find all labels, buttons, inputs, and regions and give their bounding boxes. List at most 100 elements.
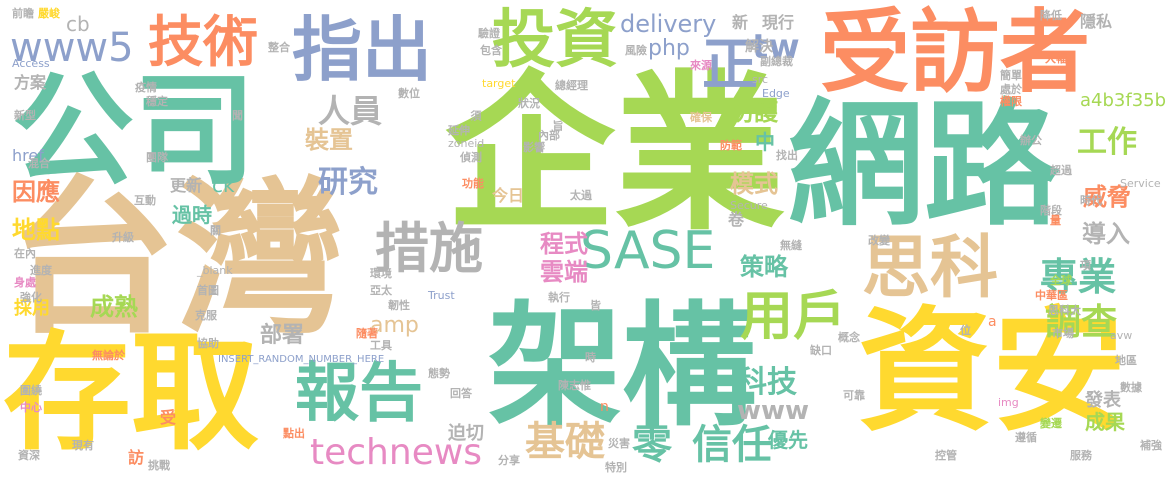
cloud-word: 方案 xyxy=(14,73,47,92)
cloud-word: 圍繞 xyxy=(20,384,42,397)
cloud-word: ck xyxy=(212,173,235,197)
cloud-word: 思科大 xyxy=(1048,304,1081,317)
cloud-word: 中 xyxy=(755,130,775,154)
cloud-word: 災害 xyxy=(608,437,630,450)
cloud-word: 市場 xyxy=(1052,327,1074,340)
cloud-word: 過時 xyxy=(172,203,212,227)
cloud-word: 受 xyxy=(160,408,177,427)
cloud-word: 辦公 xyxy=(1020,134,1042,147)
cloud-word: delivery xyxy=(620,10,717,38)
cloud-word: 內部 xyxy=(538,129,560,142)
cloud-word: 指出 xyxy=(292,9,432,91)
cloud-word: 導入 xyxy=(1082,220,1130,248)
cloud-word: 回答 xyxy=(450,387,472,400)
cloud-word: 發表 xyxy=(1085,390,1121,411)
cloud-word: _blank xyxy=(197,264,233,277)
cloud-word: 亞太 xyxy=(370,284,392,297)
cloud-word: Access xyxy=(12,57,50,70)
cloud-word: 全球 xyxy=(1050,274,1072,287)
cloud-word: 權限 xyxy=(1000,95,1022,108)
cloud-word: 風險 xyxy=(625,44,647,57)
cloud-word: 策略 xyxy=(740,253,788,281)
cloud-word: 迫切 xyxy=(448,423,484,444)
cloud-word: 架構 xyxy=(488,289,757,445)
cloud-word: 網路 xyxy=(788,87,1060,245)
cloud-word: 前瞻 xyxy=(12,7,34,20)
cloud-word: 挑戰 xyxy=(148,459,170,472)
cloud-word: 疫情 xyxy=(135,81,157,94)
cloud-word: 階段 xyxy=(1040,204,1062,217)
cloud-word: img xyxy=(998,396,1019,409)
cloud-word: 功能 xyxy=(462,177,484,190)
cloud-word: 模式 xyxy=(730,170,778,198)
cloud-word: 缺口 xyxy=(810,344,832,357)
cloud-word: 驗證 xyxy=(478,27,500,40)
cloud-word: 數位 xyxy=(398,87,420,100)
cloud-word: target xyxy=(482,77,516,90)
cloud-word: 補強 xyxy=(1140,439,1162,452)
cloud-word: 受訪者 xyxy=(820,0,1090,105)
cloud-word: 服務 xyxy=(1070,449,1092,462)
cloud-word: 裝置 xyxy=(305,126,353,154)
cloud-word: 措施 xyxy=(375,217,483,280)
cloud-word: a4b3f35b xyxy=(1080,90,1167,111)
cloud-word: 韌性 xyxy=(388,299,410,312)
cloud-word: 因應 xyxy=(12,178,60,206)
cloud-word: 人員 xyxy=(318,92,383,130)
cloud-word: 量 xyxy=(1050,214,1061,227)
cloud-word: 副總裁 xyxy=(760,55,793,68)
cloud-word: 太過 xyxy=(570,189,592,202)
cloud-word: 資深 xyxy=(18,449,40,462)
cloud-word: 地點 xyxy=(12,216,60,244)
cloud-word: 防護 xyxy=(730,98,778,126)
cloud-word: 可靠 xyxy=(843,389,865,402)
cloud-word: 程式 xyxy=(540,230,588,258)
cloud-word: INSERT_RANDOM_NUMBER_HERE xyxy=(218,354,385,365)
cloud-word: 進度 xyxy=(30,264,52,277)
cloud-word: Edge xyxy=(762,87,790,100)
cloud-word: zoneid xyxy=(448,137,485,150)
cloud-word: 整合 xyxy=(268,41,290,54)
cloud-word: 優先 xyxy=(768,428,808,452)
cloud-word: 位 xyxy=(960,324,971,337)
cloud-word: 公司 xyxy=(12,60,256,202)
cloud-word: www xyxy=(737,396,810,426)
cloud-word: 須 xyxy=(469,110,482,121)
cloud-word: 威脅 xyxy=(1083,183,1131,211)
cloud-word: 找出 xyxy=(776,149,798,162)
cloud-word: 現有 xyxy=(72,439,94,452)
cloud-word: 包含 xyxy=(480,44,502,57)
cloud-word: 執行 xyxy=(548,291,570,304)
cloud-word: 分享 xyxy=(498,454,520,467)
cloud-word: tw xyxy=(752,27,800,67)
cloud-word: 卷 xyxy=(728,210,745,229)
cloud-word: 延伸 xyxy=(448,124,470,137)
cloud-word: 採用 xyxy=(14,298,50,319)
cloud-word: 台灣 xyxy=(8,161,344,357)
cloud-word: 處於 xyxy=(1000,83,1022,96)
cloud-word: 改變 xyxy=(868,234,890,247)
cloud-word: 皆 xyxy=(590,299,601,312)
cloud-word: 調查 xyxy=(1045,302,1118,343)
cloud-word: 基礎 xyxy=(525,419,605,465)
cloud-word: avw xyxy=(1110,329,1133,342)
cloud-word: 現行 xyxy=(762,13,795,32)
cloud-word: SASE xyxy=(580,221,716,281)
cloud-word: 新型 xyxy=(14,109,36,122)
cloud-word: 新 xyxy=(732,13,749,32)
cloud-word: 地區 xyxy=(1115,354,1137,367)
cloud-word: 更新 xyxy=(170,176,203,195)
cloud-word: 關 xyxy=(210,224,221,237)
cloud-word: 聞 xyxy=(232,109,243,122)
cloud-word: 態勢 xyxy=(428,367,450,380)
cloud-word: 特別 xyxy=(605,461,627,474)
cloud-word: 正 xyxy=(702,33,758,98)
cloud-word: 時代 xyxy=(1080,194,1102,207)
cloud-word: 思科 xyxy=(862,229,999,308)
cloud-word: 防範 xyxy=(720,139,742,152)
cloud-word: 企業 xyxy=(445,56,786,254)
cloud-word: 概念 xyxy=(838,331,860,344)
cloud-word: 在內 xyxy=(14,247,36,260)
cloud-word: 簡單 xyxy=(1000,69,1022,82)
